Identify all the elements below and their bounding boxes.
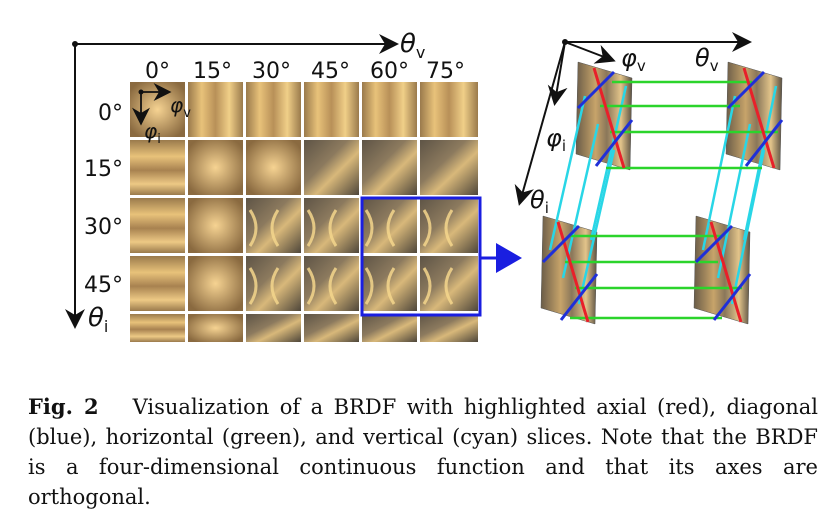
brdf-tile xyxy=(188,198,243,253)
right-theta-v-label: θv xyxy=(695,44,719,75)
brdf-tile xyxy=(420,82,478,137)
brdf-tile xyxy=(420,314,478,342)
right-theta-i-axis xyxy=(514,41,566,206)
right-theta-i-label: θi xyxy=(530,186,549,217)
theta-i-label: θi xyxy=(88,303,108,336)
connector-arrow xyxy=(496,243,522,273)
theta-v-label: θv xyxy=(400,29,425,62)
diagonal-slices xyxy=(541,70,784,321)
brdf-figure: θv θi 0° 15° 30° 45° 60° 75° 0° 15° 30° … xyxy=(65,29,784,342)
axial-slices xyxy=(556,67,776,323)
brdf-tile xyxy=(304,82,359,137)
row-label-30: 30° xyxy=(84,215,123,240)
vertical-slices xyxy=(548,85,778,305)
brdf-tile-grid xyxy=(130,82,478,342)
row-label-45: 45° xyxy=(84,273,123,298)
caption-text: Visualization of a BRDF with highlighted… xyxy=(28,395,818,509)
row-label-0: 0° xyxy=(98,101,123,126)
right-phi-v-axis xyxy=(564,41,616,64)
column-labels: 0° 15° 30° 45° 60° 75° xyxy=(145,59,465,84)
brdf-tile xyxy=(188,82,243,137)
brdf-tile xyxy=(362,314,417,342)
brdf-tile xyxy=(130,140,185,195)
brdf-tile xyxy=(246,314,301,342)
column-label-0: 0° xyxy=(145,59,170,84)
brdf-tile xyxy=(246,82,301,137)
column-label-60: 60° xyxy=(370,59,409,84)
right-phi-v-label: φv xyxy=(621,44,646,75)
brdf-tile xyxy=(304,314,359,342)
column-label-45: 45° xyxy=(311,59,350,84)
horizontal-slices xyxy=(565,80,778,320)
row-label-15: 15° xyxy=(84,157,123,182)
brdf-tile xyxy=(420,140,478,195)
highlight-curves xyxy=(248,209,454,305)
phi-v-label: φv xyxy=(170,93,191,121)
brdf-tile xyxy=(130,256,185,311)
brdf-tile xyxy=(188,140,243,195)
column-label-30: 30° xyxy=(252,59,291,84)
brdf-tile xyxy=(304,140,359,195)
column-label-75: 75° xyxy=(426,59,465,84)
brdf-tile xyxy=(246,140,301,195)
brdf-tile xyxy=(130,198,185,253)
row-labels: 0° 15° 30° 45° xyxy=(84,101,123,298)
brdf-tile xyxy=(130,314,185,342)
column-label-15: 15° xyxy=(193,59,232,84)
right-phi-i-axis xyxy=(547,41,568,106)
phi-i-label: φi xyxy=(144,119,161,147)
brdf-tile xyxy=(362,140,417,195)
brdf-tile xyxy=(362,82,417,137)
figure-label: Fig. 2 xyxy=(28,394,99,419)
right-phi-i-label: φi xyxy=(546,124,566,155)
figure-caption: Fig. 2 Visualization of a BRDF with highl… xyxy=(28,392,818,512)
brdf-tile xyxy=(188,314,243,342)
brdf-tile xyxy=(188,256,243,311)
